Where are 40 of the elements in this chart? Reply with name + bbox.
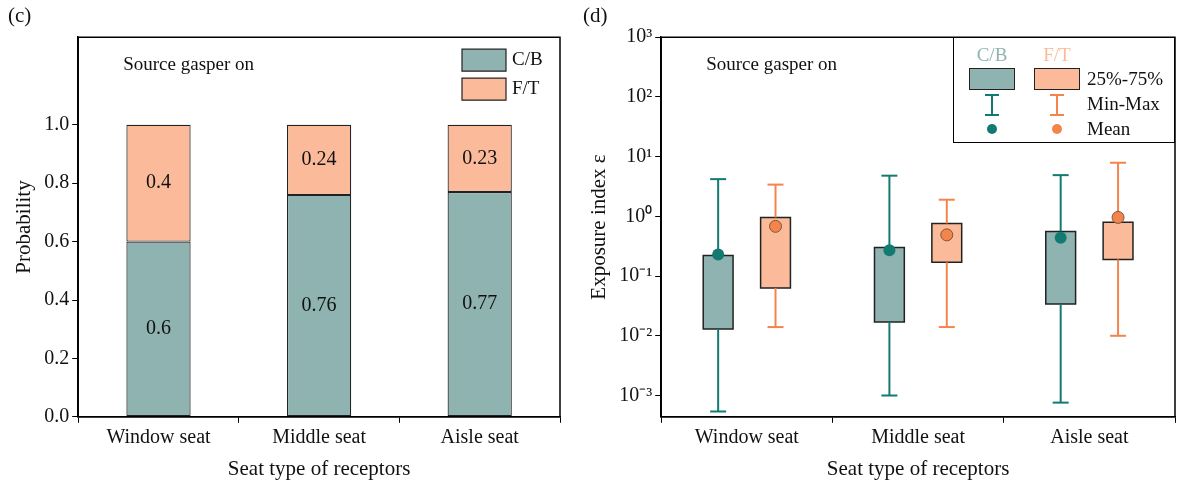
y-tick-label: 10³ [626, 24, 653, 47]
data-label: 0.77 [462, 291, 498, 314]
x-axis-title: Seat type of receptors [826, 455, 1010, 480]
x-tick-label: Middle seat [871, 425, 966, 448]
x-tick-label: Window seat [106, 425, 212, 448]
y-tick-label: 0.4 [44, 287, 70, 310]
y-tick-label: 10⁻³ [619, 382, 653, 405]
x-tick-label: Aisle seat [1050, 425, 1129, 448]
y-axis-title: Probability [11, 179, 36, 274]
y-tick-label: 10² [626, 84, 653, 107]
x-tick-label: Middle seat [272, 425, 367, 448]
legend-label: F/T [512, 77, 540, 99]
y-tick-label: 10¹ [626, 143, 653, 166]
chart-title: (c) [8, 3, 32, 28]
y-tick-label: 0.2 [44, 345, 70, 368]
y-tick-label: 0.8 [44, 170, 70, 193]
chart-title: (d) [583, 3, 608, 28]
y-tick-label: 0.0 [44, 404, 70, 427]
annotation: Source gasper on [123, 53, 255, 75]
x-tick-label: Window seat [694, 425, 800, 448]
legend-label: C/B [512, 48, 543, 70]
data-label: 0.23 [462, 145, 498, 168]
annotation: 25%-75% [1087, 68, 1163, 91]
data-label: 0.24 [301, 147, 337, 170]
y-axis-title: Exposure index ε [586, 154, 611, 300]
annotation: Min-Max [1087, 93, 1160, 116]
y-tick-label: 10⁻¹ [619, 263, 653, 286]
annotation: Mean [1087, 118, 1131, 141]
y-tick-label: 10⁰ [625, 203, 653, 226]
text: C/B [976, 44, 1008, 67]
data-label: 0.6 [146, 316, 171, 339]
x-tick-label: Aisle seat [440, 425, 520, 448]
y-tick-label: 10⁻² [619, 323, 653, 346]
y-tick-label: 1.0 [44, 112, 70, 135]
annotation: Source gasper on [706, 53, 838, 75]
data-label: 0.4 [146, 170, 171, 193]
data-label: 0.76 [301, 292, 337, 315]
y-tick-label: 0.6 [44, 228, 70, 251]
x-axis-title: Seat type of receptors [227, 455, 411, 480]
text: F/T [1043, 44, 1071, 67]
